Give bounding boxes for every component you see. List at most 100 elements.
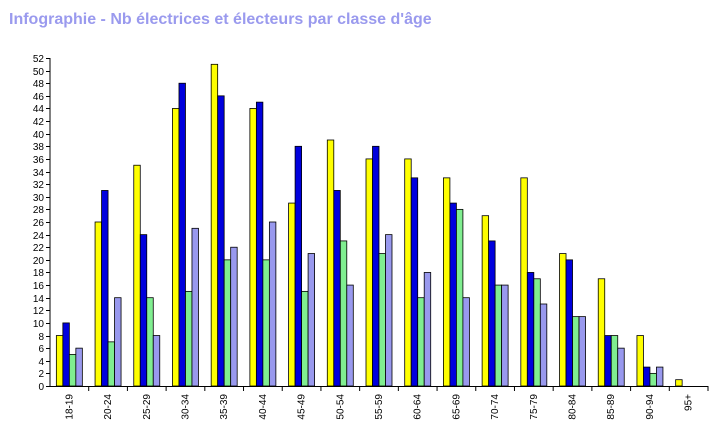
y-tick-label: 42 — [33, 117, 45, 128]
bar — [443, 177, 451, 387]
bar — [643, 366, 651, 387]
y-tick-label: 32 — [33, 180, 45, 191]
y-tick-label: 12 — [33, 306, 45, 317]
x-tick-label: 75-79 — [529, 394, 540, 420]
bar — [294, 145, 302, 387]
bar — [378, 253, 386, 387]
bar — [597, 278, 606, 387]
bar — [417, 297, 425, 387]
bar — [339, 240, 348, 387]
bar — [610, 335, 619, 387]
x-tick-label: 65-69 — [451, 394, 462, 420]
x-tick-label: 30-34 — [180, 394, 191, 420]
bar — [223, 259, 232, 387]
y-tick-label: 50 — [33, 67, 45, 78]
bar — [449, 202, 457, 387]
y-tick-label: 2 — [38, 369, 44, 380]
bar — [372, 145, 380, 387]
bar — [617, 347, 625, 387]
chart-title: Infographie - Nb électrices et électeurs… — [9, 11, 432, 28]
y-axis: 0246810121416182022242628303234363840424… — [33, 54, 51, 393]
y-tick-label: 6 — [38, 344, 44, 355]
bar — [604, 335, 612, 387]
bar — [268, 221, 277, 387]
y-tick-label: 24 — [33, 231, 45, 242]
bar — [133, 164, 141, 387]
bar — [481, 215, 490, 387]
bar — [578, 316, 586, 387]
bar — [526, 272, 535, 387]
bar — [404, 158, 412, 387]
x-tick-label: 40-44 — [258, 394, 269, 420]
bar — [423, 272, 432, 387]
bar — [255, 101, 264, 387]
y-tick-label: 46 — [33, 92, 45, 103]
y-tick-label: 26 — [33, 218, 45, 229]
bar — [307, 253, 315, 387]
bar — [217, 95, 225, 387]
bar — [191, 227, 199, 387]
y-tick-label: 16 — [33, 281, 45, 292]
y-tick-label: 52 — [33, 54, 45, 65]
x-tick-label: 35-39 — [219, 394, 230, 420]
bar — [152, 335, 161, 387]
bar — [333, 190, 341, 387]
x-tick-label: 20-24 — [103, 394, 114, 420]
x-tick-label: 85-89 — [606, 394, 617, 420]
bar — [107, 341, 115, 387]
bar — [139, 234, 148, 387]
bar — [262, 259, 270, 387]
bar — [178, 82, 186, 387]
x-tick-label: 45-49 — [297, 394, 308, 420]
y-tick-label: 18 — [33, 268, 45, 279]
bar — [494, 284, 503, 387]
bar — [249, 108, 257, 387]
y-tick-label: 28 — [33, 205, 45, 216]
bar — [185, 290, 193, 387]
bar — [565, 259, 573, 387]
bar — [210, 63, 219, 387]
x-tick-label: 90-94 — [645, 394, 656, 420]
y-tick-label: 40 — [33, 130, 45, 141]
x-tick-label: 70-74 — [490, 394, 501, 420]
bar — [488, 240, 496, 387]
bar — [365, 158, 373, 387]
bar — [539, 303, 548, 387]
bar — [101, 190, 109, 387]
bar — [114, 297, 122, 387]
bar — [301, 290, 309, 387]
y-tick-label: 10 — [33, 319, 45, 330]
x-tick-label: 60-64 — [413, 394, 424, 420]
bars — [55, 63, 683, 387]
bar — [94, 221, 102, 387]
bar — [559, 253, 567, 387]
y-tick-label: 38 — [33, 142, 45, 153]
bar — [288, 202, 296, 387]
y-tick-label: 4 — [38, 357, 44, 368]
x-tick-label: 18-19 — [64, 394, 75, 420]
y-tick-label: 44 — [33, 104, 45, 115]
bar — [55, 335, 64, 387]
y-tick-label: 34 — [33, 168, 45, 179]
bar — [572, 316, 580, 387]
x-tick-label: 80-84 — [568, 394, 579, 420]
bar — [520, 177, 528, 387]
x-axis: 18-19 20-24 25-29 30-34 35-39 40-44 45-49 50-54… — [50, 386, 709, 420]
x-tick-label: 95+ — [684, 394, 695, 411]
y-tick-label: 20 — [33, 256, 45, 267]
bar — [656, 366, 664, 387]
y-tick-label: 22 — [33, 243, 45, 254]
y-tick-label: 14 — [33, 294, 45, 305]
y-tick-label: 36 — [33, 155, 45, 166]
bar — [172, 108, 180, 387]
y-tick-label: 30 — [33, 193, 45, 204]
bar — [62, 322, 70, 387]
bar — [346, 284, 354, 387]
x-tick-label: 25-29 — [142, 394, 153, 420]
bar — [649, 372, 657, 387]
bar — [410, 177, 419, 387]
bar — [501, 284, 509, 387]
bar — [462, 297, 470, 387]
bar — [636, 335, 644, 387]
